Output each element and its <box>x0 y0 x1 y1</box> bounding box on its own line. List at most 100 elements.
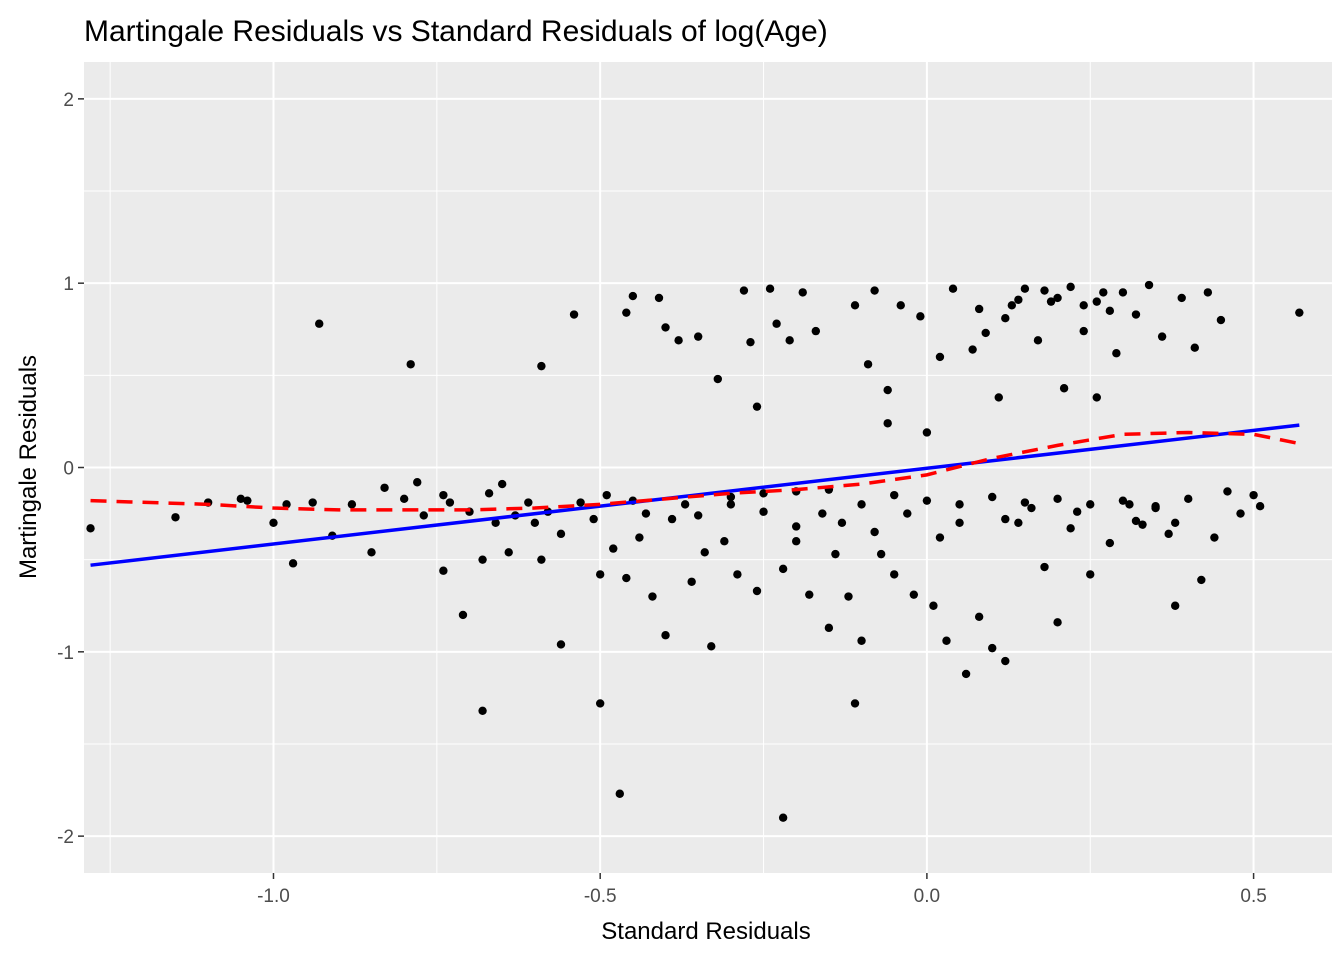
data-point <box>1105 306 1115 316</box>
data-point <box>1184 494 1193 504</box>
data-point <box>504 548 513 557</box>
data-point <box>243 496 252 505</box>
data-point <box>308 498 317 507</box>
data-point <box>935 533 945 542</box>
data-point <box>315 319 324 328</box>
data-point <box>1040 286 1049 295</box>
data-point <box>1079 326 1088 336</box>
data-point <box>1046 297 1056 306</box>
x-tick-label: 0.0 <box>914 886 940 907</box>
data-point <box>86 524 95 533</box>
data-point <box>569 310 579 319</box>
data-point <box>707 642 716 651</box>
data-point <box>236 494 246 504</box>
data-point <box>556 529 566 539</box>
x-axis-label: Standard Residuals <box>601 918 810 945</box>
data-point <box>890 570 899 579</box>
data-point <box>1216 315 1226 325</box>
data-point <box>759 507 768 516</box>
data-point <box>1223 487 1232 496</box>
data-point <box>870 286 879 295</box>
data-point <box>1125 500 1134 509</box>
data-point <box>602 490 611 500</box>
data-point <box>282 500 291 509</box>
data-point <box>955 500 964 509</box>
data-point <box>909 590 919 599</box>
data-point <box>347 500 357 509</box>
data-point <box>1118 496 1128 505</box>
y-tick-label: 0 <box>63 459 74 480</box>
data-point <box>850 699 860 708</box>
data-point <box>1131 516 1141 526</box>
data-point <box>857 636 866 645</box>
data-point <box>785 336 794 345</box>
data-point <box>988 492 997 502</box>
data-point <box>1118 288 1128 297</box>
data-point <box>792 537 801 546</box>
data-point <box>857 500 866 509</box>
data-point <box>1014 295 1023 304</box>
y-tick-label: 2 <box>63 90 74 111</box>
data-point <box>733 570 742 579</box>
data-point <box>1014 518 1023 527</box>
data-point <box>524 498 533 507</box>
data-point <box>661 323 670 332</box>
smooth-fit-line <box>90 430 1300 512</box>
data-point <box>974 612 984 621</box>
data-point <box>1170 518 1180 527</box>
data-point <box>1066 282 1075 292</box>
data-point <box>1112 349 1121 358</box>
data-point <box>844 592 853 601</box>
fit-lines <box>90 423 1300 567</box>
data-point <box>1079 301 1088 310</box>
data-point <box>537 555 546 564</box>
data-point <box>1027 503 1036 513</box>
data-points <box>86 280 1304 822</box>
data-point <box>1053 494 1062 504</box>
data-point <box>837 518 847 527</box>
data-point <box>876 549 886 559</box>
data-point <box>628 291 638 301</box>
data-point <box>1007 301 1017 310</box>
data-point <box>1164 529 1173 539</box>
data-point <box>772 319 781 328</box>
data-point <box>1255 502 1265 511</box>
data-point <box>988 643 997 653</box>
data-point <box>981 328 990 338</box>
data-point <box>700 548 709 557</box>
data-point <box>778 813 788 822</box>
y-tick-label: 1 <box>63 274 74 295</box>
data-point <box>870 527 879 537</box>
data-point <box>890 490 899 500</box>
data-point <box>1092 297 1101 306</box>
data-point <box>1105 538 1115 548</box>
data-point <box>674 336 683 345</box>
data-point <box>1053 293 1062 303</box>
data-point <box>1092 393 1101 402</box>
x-axis-ticks: -1.0 -0.5 0.0 0.5 <box>257 873 1267 907</box>
data-point <box>439 566 448 575</box>
data-point <box>589 514 598 524</box>
data-point <box>1072 507 1082 516</box>
data-point <box>1157 332 1167 341</box>
data-point <box>922 428 932 437</box>
x-tick-label: -1.0 <box>257 886 290 907</box>
data-point <box>288 559 298 568</box>
data-point <box>491 518 500 527</box>
data-point <box>478 555 487 564</box>
data-point <box>693 332 703 341</box>
x-tick-label: -0.5 <box>584 886 617 907</box>
data-point <box>765 284 775 293</box>
data-point <box>654 293 664 303</box>
data-point <box>1020 284 1030 293</box>
data-point <box>1295 308 1304 317</box>
data-point <box>399 494 409 504</box>
data-point <box>1099 288 1108 297</box>
data-point <box>752 402 762 411</box>
data-point <box>778 564 788 574</box>
data-point <box>680 500 690 509</box>
data-point <box>171 513 180 522</box>
data-point <box>413 478 422 487</box>
data-point <box>916 312 925 321</box>
data-point <box>595 699 605 708</box>
